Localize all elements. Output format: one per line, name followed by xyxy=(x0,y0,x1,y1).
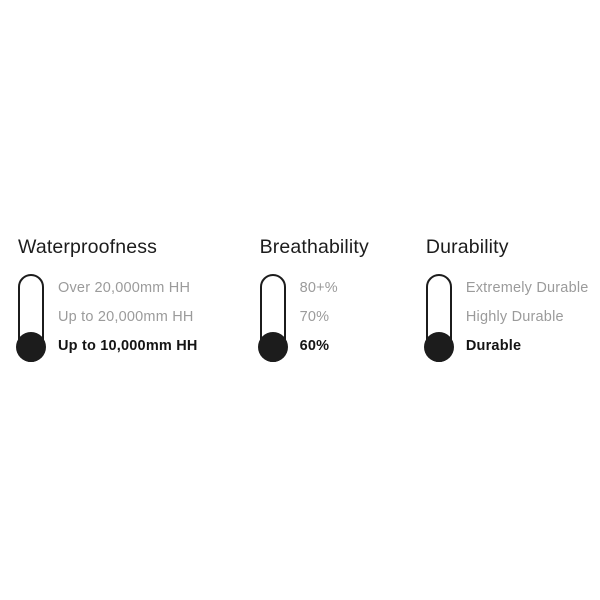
spec-column-group: Waterproofness Over 20,000mm HH Up to 20… xyxy=(0,236,600,370)
spec-title-durability: Durability xyxy=(425,236,509,258)
gauge-level-option[interactable]: Extremely Durable xyxy=(465,280,589,296)
gauge-level-option[interactable]: 70% xyxy=(299,309,330,325)
spec-body-breathability: 80+% 70% 60% xyxy=(257,272,369,370)
capsule-gauge-icon xyxy=(16,274,46,370)
capsule-gauge-icon xyxy=(257,274,288,370)
gauge-level-option[interactable]: Up to 20,000mm HH xyxy=(58,309,194,325)
gauge-level-option[interactable]: Over 20,000mm HH xyxy=(58,280,191,296)
filled-circle-indicator-icon xyxy=(257,332,288,362)
spec-column-breathability: Breathability 80+% 70% 60% xyxy=(257,236,369,370)
spec-title-breathability: Breathability xyxy=(259,236,369,258)
gauge-label-list-breathability: 80+% 70% 60% xyxy=(300,272,338,361)
gauge-label-list-waterproofness: Over 20,000mm HH Up to 20,000mm HH Up to… xyxy=(58,272,198,361)
gauge-level-option-selected[interactable]: 60% xyxy=(299,338,330,354)
filled-circle-indicator-icon xyxy=(16,332,46,362)
gauge-level-option-selected[interactable]: Durable xyxy=(465,338,522,354)
spec-column-waterproofness: Waterproofness Over 20,000mm HH Up to 20… xyxy=(16,236,198,370)
gauge-level-option[interactable]: 80+% xyxy=(299,280,338,296)
gauge-label-list-durability: Extremely Durable Highly Durable Durable xyxy=(466,272,589,361)
gauge-level-option[interactable]: Highly Durable xyxy=(465,309,564,325)
spec-title-waterproofness: Waterproofness xyxy=(18,236,158,258)
spec-body-durability: Extremely Durable Highly Durable Durable xyxy=(423,272,589,370)
capsule-gauge-icon xyxy=(423,274,454,370)
filled-circle-indicator-icon xyxy=(423,332,454,362)
spec-column-durability: Durability Extremely Durable Highly Dura… xyxy=(423,236,589,370)
spec-body-waterproofness: Over 20,000mm HH Up to 20,000mm HH Up to… xyxy=(16,272,198,370)
gauge-level-option-selected[interactable]: Up to 10,000mm HH xyxy=(58,338,198,354)
